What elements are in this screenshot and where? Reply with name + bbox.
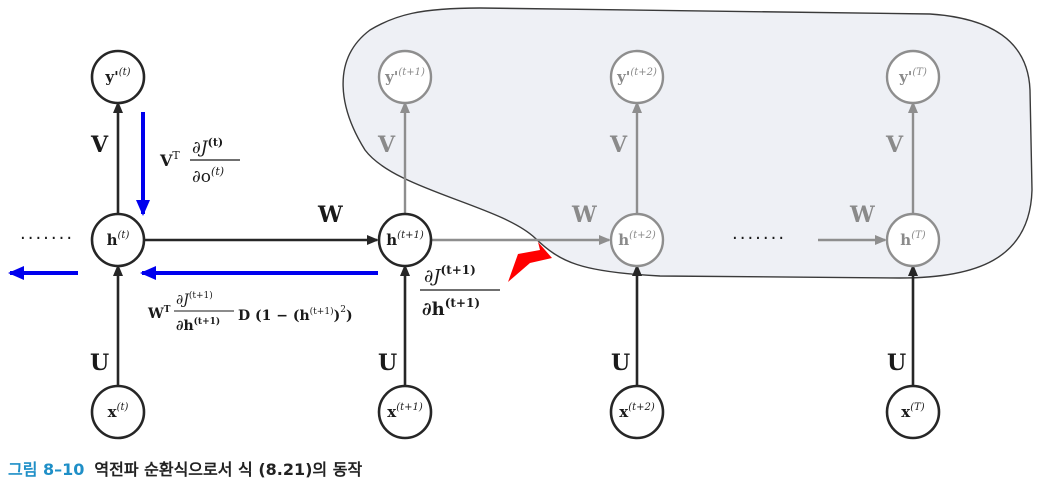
node-x-t2: x(t+2)	[609, 384, 665, 440]
figure-caption-text: 역전파 순환식으로서 식 (8.21)의 동작	[94, 460, 363, 479]
rnn-backprop-diagram: V V V V W W W U U U U ······· ······· y'…	[8, 7, 1033, 440]
svg-text:h(t): h(t)	[107, 230, 130, 249]
node-h-t1: h(t+1)	[377, 212, 433, 268]
ellipsis-left: ·······	[20, 228, 74, 249]
node-y-t2: y'(t+2)	[609, 49, 665, 105]
figure-number: 그림 8–10	[8, 460, 85, 479]
weight-label-u: U	[611, 350, 630, 376]
weight-label-v: V	[377, 132, 396, 158]
formula-w-transpose-gradient: WT ∂J(t+1) ∂h(t+1) D (1 − (h(t+1))2)	[147, 290, 353, 334]
weight-label-v: V	[885, 132, 904, 158]
node-y-t: y'(t)	[90, 49, 146, 105]
node-x-t1: x(t+1)	[377, 384, 433, 440]
formula-future-gradient: ∂J(t+1) ∂h(t+1)	[420, 263, 500, 320]
ellipsis-middle: ·······	[732, 228, 786, 249]
node-h-T: h(T)	[885, 212, 941, 268]
svg-text:∂o(t): ∂o(t)	[192, 165, 224, 187]
svg-text:WT: WT	[147, 305, 171, 322]
svg-text:h(t+1): h(t+1)	[386, 230, 424, 249]
svg-text:D (1 − (h(t+1))2): D (1 − (h(t+1))2)	[238, 305, 353, 324]
svg-text:VT: VT	[159, 149, 180, 170]
svg-text:y'(t+2): y'(t+2)	[616, 67, 657, 86]
svg-text:y'(t): y'(t)	[104, 67, 130, 86]
weight-label-w: W	[849, 202, 875, 228]
weight-label-v: V	[90, 132, 109, 158]
node-x-T: x(T)	[885, 384, 941, 440]
svg-text:x(t+2): x(t+2)	[619, 402, 655, 421]
figure-caption: 그림 8–10 역전파 순환식으로서 식 (8.21)의 동작	[8, 456, 362, 480]
node-x-t: x(t)	[90, 384, 146, 440]
svg-text:y'(t+1): y'(t+1)	[384, 67, 425, 86]
future-gradient-red-arrow	[508, 242, 552, 282]
weight-label-u: U	[378, 350, 397, 376]
weight-label-v: V	[609, 132, 628, 158]
svg-text:∂h(t+1): ∂h(t+1)	[176, 316, 220, 334]
svg-text:∂J(t+1): ∂J(t+1)	[424, 263, 476, 287]
node-h-t2: h(t+2)	[609, 212, 665, 268]
node-y-t1: y'(t+1)	[377, 49, 433, 105]
svg-text:x(t): x(t)	[108, 402, 129, 421]
svg-text:∂J(t+1): ∂J(t+1)	[176, 290, 213, 308]
weight-label-w: W	[571, 202, 597, 228]
future-timesteps-region	[342, 7, 1033, 279]
weight-label-w: W	[317, 202, 343, 228]
weight-label-u: U	[90, 350, 109, 376]
svg-text:x(t+1): x(t+1)	[387, 402, 423, 421]
svg-text:h(T): h(T)	[900, 230, 925, 249]
weight-label-u: U	[887, 350, 906, 376]
node-y-T: y'(T)	[885, 49, 941, 105]
svg-text:x(T): x(T)	[901, 402, 925, 421]
svg-text:h(t+2): h(t+2)	[618, 230, 656, 249]
node-h-t: h(t)	[90, 212, 146, 268]
svg-text:∂h(t+1): ∂h(t+1)	[422, 296, 480, 320]
svg-text:y'(T): y'(T)	[898, 67, 927, 86]
formula-v-transpose-gradient: VT ∂J(t) ∂o(t)	[159, 136, 240, 187]
svg-text:∂J(t): ∂J(t)	[192, 136, 223, 158]
